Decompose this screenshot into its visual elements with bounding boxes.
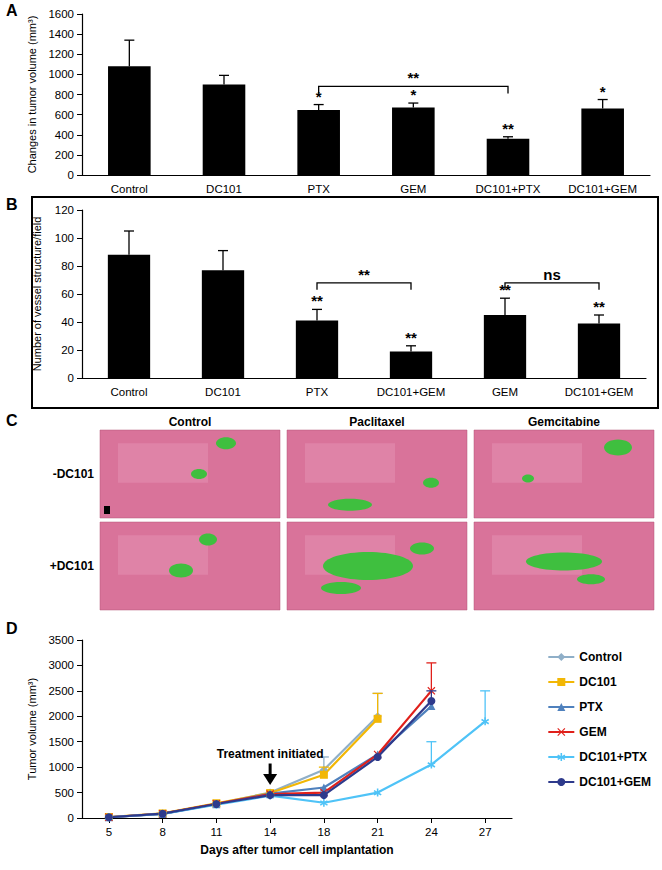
svg-text:GEM: GEM bbox=[492, 386, 518, 398]
svg-text:PTX: PTX bbox=[307, 183, 330, 195]
svg-text:Tumor volume (mm³): Tumor volume (mm³) bbox=[26, 678, 38, 780]
svg-text:Control: Control bbox=[110, 386, 147, 398]
svg-text:100: 100 bbox=[55, 232, 74, 244]
svg-text:1200: 1200 bbox=[48, 48, 74, 60]
svg-text:GEM: GEM bbox=[579, 725, 606, 739]
svg-text:1000: 1000 bbox=[48, 68, 74, 80]
svg-text:**: ** bbox=[405, 329, 417, 346]
svg-text:DC101: DC101 bbox=[579, 675, 617, 689]
svg-text:**: ** bbox=[358, 266, 370, 283]
svg-text:1400: 1400 bbox=[48, 28, 74, 40]
svg-text:Paclitaxel: Paclitaxel bbox=[349, 415, 404, 429]
svg-text:27: 27 bbox=[479, 826, 492, 838]
svg-text:18: 18 bbox=[317, 826, 330, 838]
svg-text:A: A bbox=[6, 2, 18, 19]
svg-text:0: 0 bbox=[68, 169, 74, 181]
svg-text:PTX: PTX bbox=[579, 700, 602, 714]
svg-text:14: 14 bbox=[264, 826, 277, 838]
svg-text:1500: 1500 bbox=[48, 736, 74, 748]
svg-text:PTX: PTX bbox=[306, 386, 329, 398]
svg-text:**: ** bbox=[502, 120, 514, 137]
svg-text:DC101: DC101 bbox=[205, 386, 241, 398]
svg-text:DC101+PTX: DC101+PTX bbox=[579, 750, 647, 764]
svg-text:DC101+GEM: DC101+GEM bbox=[377, 386, 446, 398]
svg-text:B: B bbox=[6, 196, 18, 213]
svg-text:8: 8 bbox=[159, 826, 165, 838]
svg-text:1600: 1600 bbox=[48, 8, 74, 20]
svg-text:80: 80 bbox=[61, 260, 74, 272]
svg-text:DC101+PTX: DC101+PTX bbox=[476, 183, 541, 195]
svg-text:Treatment initiated: Treatment initiated bbox=[217, 747, 324, 761]
svg-text:21: 21 bbox=[371, 826, 384, 838]
svg-text:DC101+GEM: DC101+GEM bbox=[579, 775, 651, 789]
svg-text:2000: 2000 bbox=[48, 710, 74, 722]
svg-text:DC101: DC101 bbox=[206, 183, 242, 195]
svg-text:0: 0 bbox=[68, 372, 74, 384]
svg-text:**: ** bbox=[593, 298, 605, 315]
svg-text:24: 24 bbox=[425, 826, 438, 838]
svg-text:600: 600 bbox=[55, 109, 74, 121]
svg-text:2500: 2500 bbox=[48, 685, 74, 697]
svg-text:500: 500 bbox=[55, 787, 74, 799]
svg-text:**: ** bbox=[407, 69, 419, 86]
svg-text:120: 120 bbox=[55, 204, 74, 216]
svg-text:ns: ns bbox=[543, 266, 561, 283]
svg-text:5: 5 bbox=[106, 826, 112, 838]
svg-text:20: 20 bbox=[61, 344, 74, 356]
svg-text:D: D bbox=[6, 620, 18, 637]
svg-text:60: 60 bbox=[61, 288, 74, 300]
svg-text:3000: 3000 bbox=[48, 659, 74, 671]
svg-text:Days after tumor cell implanta: Days after tumor cell implantation bbox=[200, 843, 393, 857]
svg-text:40: 40 bbox=[61, 316, 74, 328]
svg-text:1000: 1000 bbox=[48, 761, 74, 773]
svg-text:Control: Control bbox=[169, 415, 212, 429]
svg-text:Gemcitabine: Gemcitabine bbox=[528, 415, 600, 429]
svg-text:DC101+GEM: DC101+GEM bbox=[565, 386, 634, 398]
svg-text:Number of vessel structure/fie: Number of vessel structure/field bbox=[31, 217, 43, 372]
svg-text:+DC101: +DC101 bbox=[50, 559, 95, 573]
svg-text:3500: 3500 bbox=[48, 634, 74, 646]
svg-text:200: 200 bbox=[55, 149, 74, 161]
svg-text:*: * bbox=[600, 83, 606, 100]
svg-text:400: 400 bbox=[55, 129, 74, 141]
svg-text:0: 0 bbox=[68, 812, 74, 824]
svg-text:-DC101: -DC101 bbox=[53, 467, 95, 481]
svg-text:**: ** bbox=[311, 292, 323, 309]
svg-text:GEM: GEM bbox=[400, 183, 426, 195]
svg-text:*: * bbox=[410, 86, 416, 103]
svg-text:DC101+GEM: DC101+GEM bbox=[568, 183, 637, 195]
svg-text:11: 11 bbox=[210, 826, 222, 838]
svg-text:C: C bbox=[6, 412, 18, 429]
svg-text:Changes in tumor volume (mm³): Changes in tumor volume (mm³) bbox=[26, 16, 38, 174]
svg-text:800: 800 bbox=[55, 89, 74, 101]
svg-text:Control: Control bbox=[579, 650, 622, 664]
svg-text:Control: Control bbox=[111, 183, 148, 195]
